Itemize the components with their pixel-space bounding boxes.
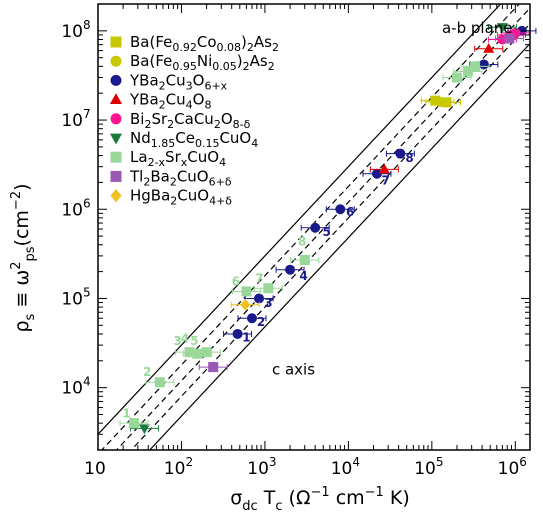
legend-marker xyxy=(110,151,122,163)
data-point xyxy=(240,298,251,311)
x-tick-label: 105 xyxy=(414,455,443,479)
legend-marker xyxy=(110,74,122,86)
data-point xyxy=(451,72,462,83)
legend-entry: HgBa2CuO4+δ xyxy=(110,187,232,208)
data-point xyxy=(299,254,310,265)
point-number-label: 2 xyxy=(257,315,265,329)
legend-marker xyxy=(110,189,122,203)
legend-entry: YBa2Cu3O6+x xyxy=(110,71,228,92)
data-point xyxy=(483,43,495,53)
point-number-label: 1 xyxy=(242,330,250,344)
legend: Ba(Fe0.92Co0.08)2As2Ba(Fe0.95Ni0.05)2As2… xyxy=(109,33,279,208)
data-point xyxy=(192,348,203,359)
data-point xyxy=(184,347,195,358)
data-point xyxy=(478,59,489,70)
annotations: a-b plane c axis xyxy=(272,19,513,379)
data-point xyxy=(310,222,321,233)
legend-entry: YBa2Cu4O8 xyxy=(109,91,211,112)
data-point xyxy=(335,204,346,215)
legend-entry: Ba(Fe0.92Co0.08)2As2 xyxy=(110,33,279,54)
data-point xyxy=(263,283,274,294)
point-number-label: 3 xyxy=(173,334,181,348)
legend-label: Ba(Fe0.95Ni0.05)2As2 xyxy=(130,52,275,73)
y-tick-label: 107 xyxy=(61,107,90,131)
point-number-label: 8 xyxy=(405,151,413,165)
legend-marker xyxy=(110,113,122,125)
annotation: c axis xyxy=(272,361,315,379)
legend-marker xyxy=(109,133,123,145)
legend-label: YBa2Cu3O6+x xyxy=(129,71,228,92)
point-number-label: 6 xyxy=(232,274,240,288)
data-point xyxy=(371,168,382,179)
legend-label: La2-xSrxCuO4 xyxy=(130,148,226,169)
data-point xyxy=(496,23,508,33)
y-tick-label: 105 xyxy=(61,285,90,309)
legend-marker xyxy=(109,93,123,104)
lower-inner-line xyxy=(130,22,530,450)
axes: 10 102 103 104 105 106 104 105 106 107 108 xyxy=(61,3,530,479)
point-number-label: 8 xyxy=(298,235,306,249)
data-point xyxy=(504,33,515,44)
legend-label: Nd1.85Ce0.15CuO4 xyxy=(130,129,258,150)
data-point xyxy=(254,293,265,304)
data-point xyxy=(154,377,165,388)
x-tick-label: 10 xyxy=(84,459,106,479)
y-tick-label: 104 xyxy=(61,375,90,399)
data-point xyxy=(395,148,406,159)
x-tick-label: 104 xyxy=(331,455,360,479)
point-number-label: 5 xyxy=(190,334,198,348)
legend-label: HgBa2CuO4+δ xyxy=(130,187,232,208)
point-number-label: 2 xyxy=(143,365,151,379)
center-fit-line xyxy=(115,7,530,450)
legend-entry: Bi2Sr2CaCu2O8-δ xyxy=(110,110,251,131)
legend-label: Tl2Ba2CuO6+δ xyxy=(129,167,232,188)
data-point xyxy=(462,66,473,77)
legend-marker xyxy=(110,55,122,67)
point-number-label: 7 xyxy=(382,173,390,187)
point-number-label: 7 xyxy=(255,272,263,286)
plot-frame xyxy=(97,3,531,451)
legend-label: YBa2Cu4O8 xyxy=(129,91,211,112)
point-number-label: 6 xyxy=(346,205,354,219)
legend-entry: Ba(Fe0.95Ni0.05)2As2 xyxy=(110,52,275,73)
data-point xyxy=(129,418,140,429)
x-tick-label: 103 xyxy=(247,455,276,479)
point-number-label: 4 xyxy=(181,332,189,346)
point-number-label: 4 xyxy=(299,269,307,283)
data-point xyxy=(241,286,252,297)
data-point xyxy=(378,163,390,174)
data-point xyxy=(208,362,219,373)
legend-label: Ba(Fe0.92Co0.08)2As2 xyxy=(130,33,279,54)
legend-label: Bi2Sr2CaCu2O8-δ xyxy=(130,110,251,131)
data-points xyxy=(119,23,537,435)
lower-outer-line xyxy=(148,42,530,450)
data-point xyxy=(138,424,150,435)
data-point xyxy=(201,347,212,358)
data-point xyxy=(470,61,481,72)
legend-entry: Tl2Ba2CuO6+δ xyxy=(110,167,232,188)
x-tick-label: 106 xyxy=(498,455,527,479)
y-tick-label: 108 xyxy=(61,18,90,42)
x-tick-label: 102 xyxy=(164,455,193,479)
data-point xyxy=(246,313,257,324)
legend-entry: La2-xSrxCuO4 xyxy=(110,148,226,169)
data-point xyxy=(285,264,296,275)
y-axis-title: ρs ≡ ω2ps(cm−2) xyxy=(9,183,38,332)
data-point xyxy=(232,328,243,339)
data-point xyxy=(434,96,445,107)
upper-outer-line xyxy=(98,4,502,436)
legend-marker xyxy=(110,170,122,182)
point-number-label: 1 xyxy=(122,407,130,421)
x-axis-title: σdc Tc (Ω−1 cm−1 K) xyxy=(230,485,410,514)
y-tick-label: 106 xyxy=(61,196,90,220)
legend-entry: Nd1.85Ce0.15CuO4 xyxy=(109,129,258,150)
point-number-label: 5 xyxy=(323,225,331,239)
legend-marker xyxy=(110,36,122,48)
point-number-label: 3 xyxy=(264,296,272,310)
annotation: a-b plane xyxy=(442,19,513,37)
